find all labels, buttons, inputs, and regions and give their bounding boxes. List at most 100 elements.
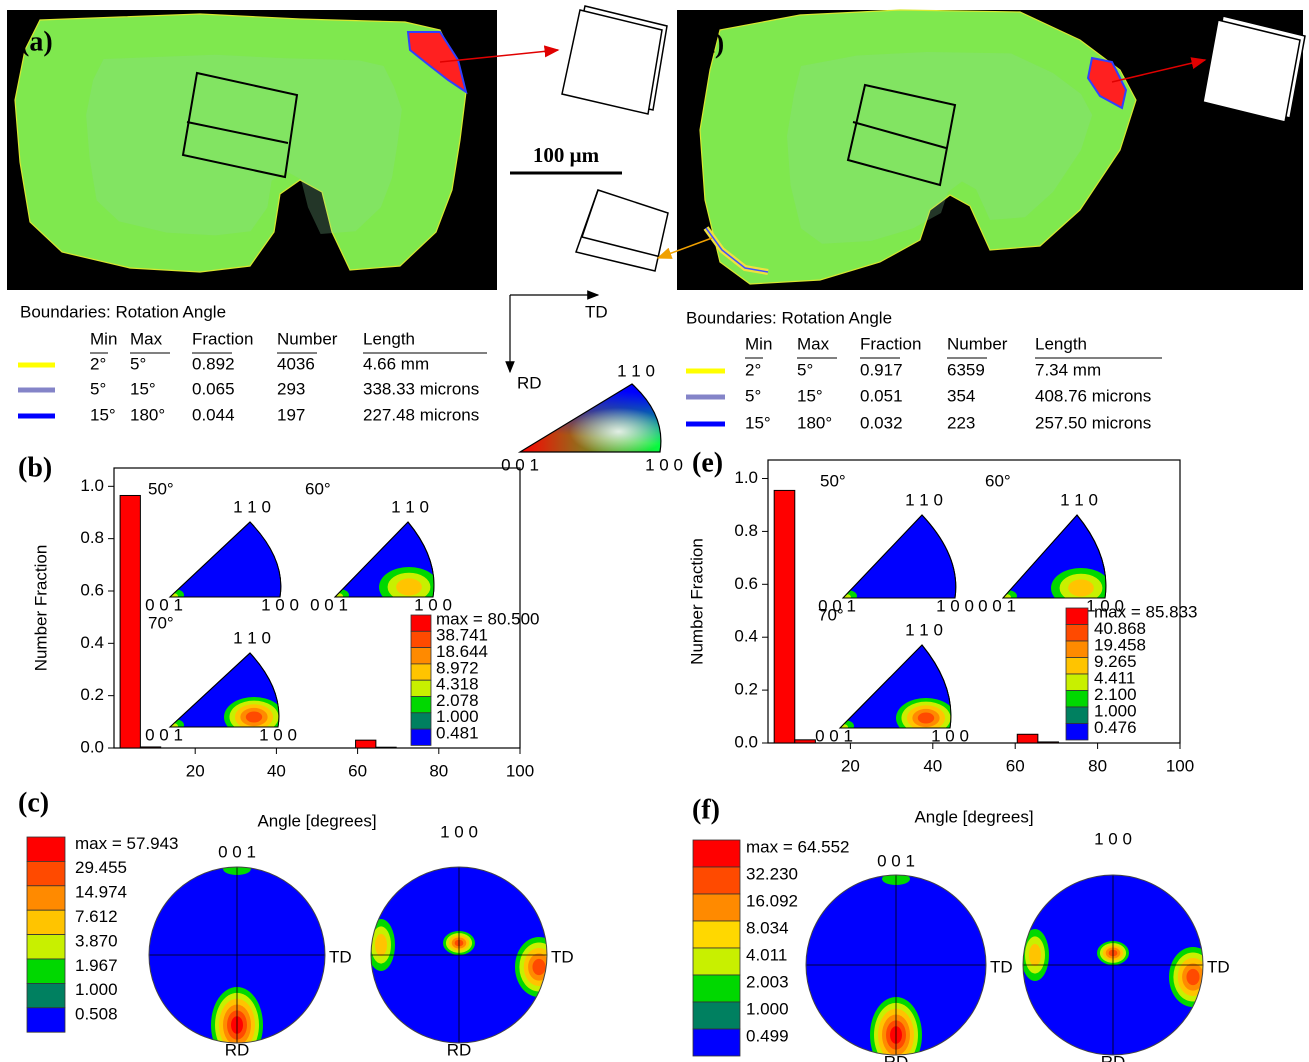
table-title: Boundaries: Rotation Angle <box>20 302 226 321</box>
inset-label: 60° <box>305 479 331 498</box>
y-tick-label: 0.6 <box>734 574 758 593</box>
y-tick-label: 0.8 <box>734 521 758 540</box>
scale-label: 8.034 <box>746 919 789 938</box>
table-cell: 0.051 <box>860 386 903 405</box>
axis-label: TD <box>551 947 574 966</box>
x-tick-label: 20 <box>186 761 205 780</box>
axis-label: TD <box>990 957 1013 976</box>
density-contour <box>532 959 545 975</box>
scale-box <box>27 983 65 1007</box>
scale-box <box>411 680 431 696</box>
bar <box>120 495 140 748</box>
density-contour <box>375 934 387 956</box>
x-tick-label: 60 <box>348 761 367 780</box>
panel-label: (a) <box>20 26 53 57</box>
scale-box <box>27 861 65 885</box>
ipf-corner-label: 0 0 1 <box>145 725 183 744</box>
table-cell: 7.34 mm <box>1035 360 1101 379</box>
table-cell: 15° <box>797 386 823 405</box>
ipf-corner-label: 1 1 0 <box>233 628 271 647</box>
scale-box <box>27 1008 65 1032</box>
scale-box <box>1066 641 1088 658</box>
scale-bar-label: 100 μm <box>533 143 600 167</box>
panel-label: (d) <box>690 28 724 59</box>
inset-label: 50° <box>820 471 846 490</box>
scale-box <box>411 729 431 745</box>
density-contour <box>396 578 422 595</box>
y-tick-label: 0.2 <box>80 685 104 704</box>
y-tick-label: 0.4 <box>80 633 104 652</box>
y-tick-label: 0.6 <box>80 580 104 599</box>
scale-box <box>1066 658 1088 675</box>
scale-box <box>27 886 65 910</box>
scale-label: 1.000 <box>75 980 118 999</box>
panel-label: (b) <box>18 452 52 483</box>
table-cell: 0.892 <box>192 354 235 373</box>
scale-box <box>693 921 740 948</box>
table-header: Number <box>947 334 1008 353</box>
scale-box <box>693 975 740 1002</box>
scale-box <box>411 713 431 729</box>
table-cell: 5° <box>797 360 813 379</box>
axis-label: RD <box>447 1040 472 1059</box>
bar <box>795 740 816 743</box>
scale-box <box>27 935 65 959</box>
table-cell: 197 <box>277 405 305 424</box>
panel-label: (e) <box>692 447 723 478</box>
x-tick-label: 80 <box>429 761 448 780</box>
table-cell: 2° <box>745 360 761 379</box>
scale-box <box>693 867 740 894</box>
bar <box>356 740 376 748</box>
scale-box <box>693 894 740 921</box>
scale-box <box>411 697 431 713</box>
table-header: Fraction <box>192 329 253 348</box>
ipf-corner-label: 1 0 0 <box>259 725 297 744</box>
table-cell: 4.66 mm <box>363 354 429 373</box>
ipf-corner-label: 0 0 1 <box>145 595 183 614</box>
table-cell: 180° <box>130 405 165 424</box>
scale-box <box>27 910 65 934</box>
ebsd-map-shading <box>86 55 402 236</box>
x-tick-label: 100 <box>506 761 534 780</box>
table-cell: 15° <box>90 405 116 424</box>
y-tick-label: 0.0 <box>80 737 104 756</box>
pole-figure-title: 0 0 1 <box>218 842 256 861</box>
scale-box <box>411 631 431 647</box>
axis-label: RD <box>884 1052 909 1062</box>
axis-label: TD <box>1207 957 1230 976</box>
table-cell: 408.76 microns <box>1035 386 1151 405</box>
x-axis-label: Angle [degrees] <box>257 811 376 830</box>
figure: (a) (d) 100 μm Boundaries: Rotation Angle Mi… <box>0 0 1309 1062</box>
table-cell: 0.917 <box>860 360 903 379</box>
scale-box <box>1066 691 1088 708</box>
scale-label: max = 64.552 <box>746 838 850 857</box>
x-tick-label: 100 <box>1166 756 1194 775</box>
page: { "maps": [{"label": "(a)"}, {"label": "… <box>0 0 1309 1062</box>
table-cell: 6359 <box>947 360 985 379</box>
pole-figure-title: 1 0 0 <box>440 822 478 841</box>
scale-box <box>1066 674 1088 691</box>
scale-label: 3.870 <box>75 931 118 950</box>
table-cell: 338.33 microns <box>363 379 479 398</box>
table-title: Boundaries: Rotation Angle <box>686 308 892 327</box>
ipf-corner-label: 1 1 0 <box>391 497 429 516</box>
table-cell: 4036 <box>277 354 315 373</box>
ipf-corner-label: 1 1 0 <box>905 620 943 639</box>
ipf-corner-label: 1 1 0 <box>617 361 655 380</box>
scale-box <box>1066 707 1088 724</box>
density-contour <box>246 712 262 723</box>
y-axis-label: Number Fraction <box>687 538 706 665</box>
scale-box <box>693 1029 740 1056</box>
scale-box <box>27 837 65 861</box>
panel-label: (f) <box>692 794 720 825</box>
inset-label: 60° <box>985 471 1011 490</box>
y-axis-label: Number Fraction <box>31 545 50 672</box>
scale-label: 0.499 <box>746 1027 789 1046</box>
scale-label: 1.000 <box>746 1000 789 1019</box>
scale-label: 0.476 <box>1094 718 1137 737</box>
pole-figure-title: 0 0 1 <box>877 851 915 870</box>
scale-label: 2.003 <box>746 973 789 992</box>
scale-label: 7.612 <box>75 907 118 926</box>
scale-box <box>27 959 65 983</box>
table-header: Min <box>90 329 117 348</box>
